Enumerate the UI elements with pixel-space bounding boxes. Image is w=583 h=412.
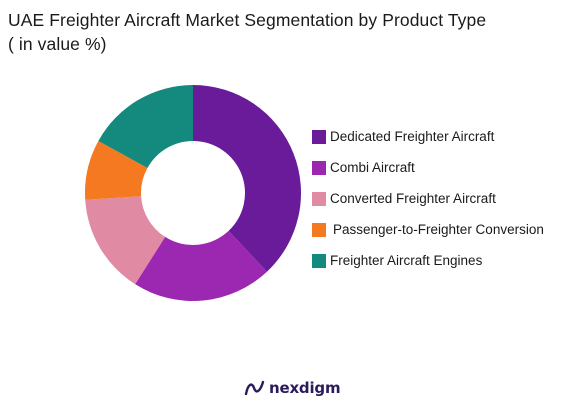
brand-logo: nexdigm xyxy=(244,378,341,398)
legend-swatch xyxy=(312,253,326,268)
legend-swatch xyxy=(312,129,326,144)
chart-legend: Dedicated Freighter Aircraft Combi Aircr… xyxy=(312,121,544,276)
legend-item-dedicated-freighter: Dedicated Freighter Aircraft xyxy=(312,121,544,152)
legend-label: Freighter Aircraft Engines xyxy=(330,253,483,268)
legend-item-aircraft-engines: Freighter Aircraft Engines xyxy=(312,245,544,276)
legend-swatch xyxy=(312,191,326,206)
legend-label: Combi Aircraft xyxy=(330,160,415,175)
donut-slice-4 xyxy=(98,85,193,168)
chart-title: UAE Freighter Aircraft Market Segmentati… xyxy=(8,8,578,56)
legend-label: Dedicated Freighter Aircraft xyxy=(330,129,495,144)
legend-label: Passenger-to-Freighter Conversion xyxy=(333,222,544,237)
legend-item-converted-freighter: Converted Freighter Aircraft xyxy=(312,183,544,214)
legend-swatch xyxy=(312,222,326,237)
chart-title-line-2: ( in value %) xyxy=(8,34,107,54)
donut-slice-3 xyxy=(85,140,148,200)
donut-slice-0 xyxy=(193,85,301,272)
donut-slice-2 xyxy=(85,196,166,285)
chart-title-line-1: UAE Freighter Aircraft Market Segmentati… xyxy=(8,10,487,30)
legend-swatch xyxy=(312,160,326,175)
brand-name: nexdigm xyxy=(269,379,341,397)
legend-item-combi: Combi Aircraft xyxy=(312,152,544,183)
nexdigm-logo-icon xyxy=(244,380,265,396)
legend-item-p2f-conversion: Passenger-to-Freighter Conversion xyxy=(312,214,544,245)
legend-label: Converted Freighter Aircraft xyxy=(330,191,496,206)
donut-slice-1 xyxy=(135,230,267,301)
